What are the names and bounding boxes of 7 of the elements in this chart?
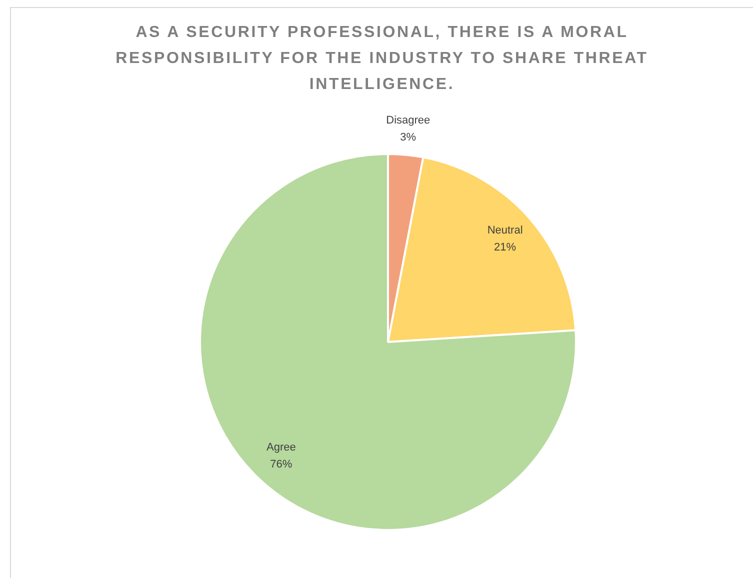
data-label: 3%: [400, 131, 416, 144]
chart-title: AS A SECURITY PROFESSIONAL, THERE IS A MORAL RESPONSIBILITY FOR THE INDUSTRY TO SHARE THREAT INTELLIGENCE.: [114, 23, 650, 95]
slice-label: Agree: [266, 441, 296, 454]
data-label: 76%: [270, 458, 292, 470]
slice-label: Neutral: [487, 224, 523, 236]
slice-label: Disagree: [386, 114, 430, 126]
data-label: 21%: [494, 241, 516, 254]
